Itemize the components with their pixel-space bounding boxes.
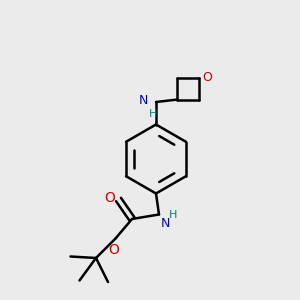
- Text: N: N: [139, 94, 148, 107]
- Text: O: O: [202, 70, 212, 84]
- Text: H: H: [149, 109, 157, 118]
- Text: H: H: [169, 210, 177, 220]
- Text: N: N: [160, 217, 170, 230]
- Text: O: O: [109, 243, 119, 257]
- Text: O: O: [104, 191, 115, 205]
